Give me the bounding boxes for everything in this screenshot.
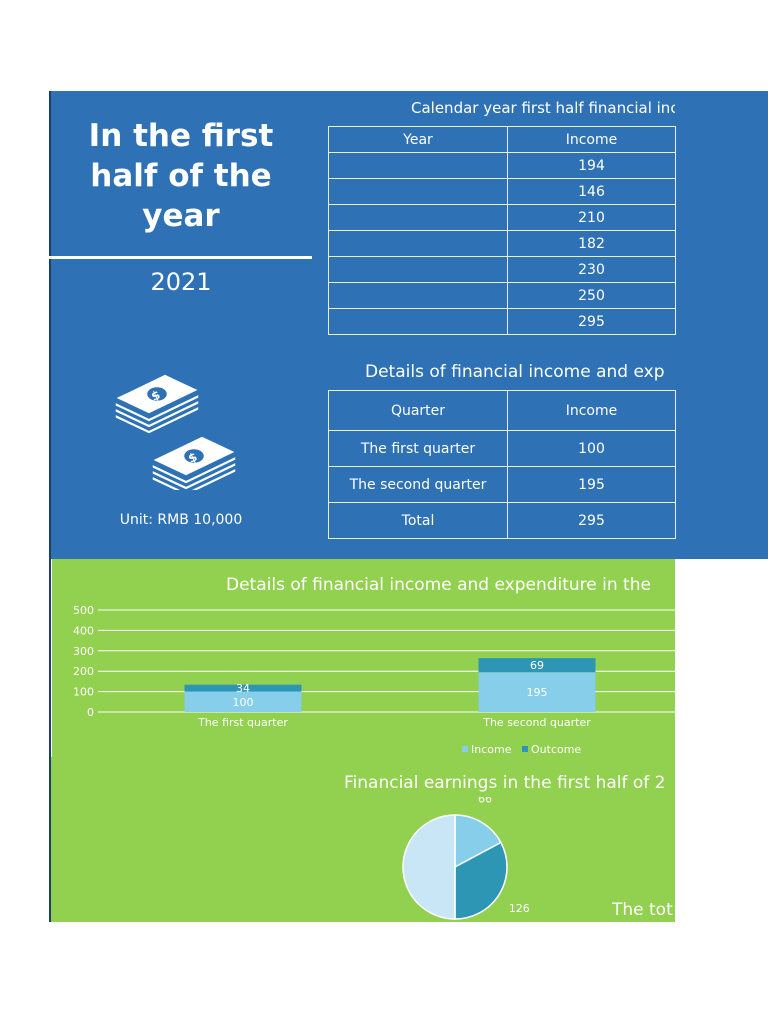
income-cell: 295 — [507, 308, 676, 335]
table2-header-quarter: Quarter — [328, 390, 508, 431]
x-tick-label: The first quarter — [197, 716, 288, 729]
year-cell — [328, 282, 508, 309]
year-cell — [328, 178, 508, 205]
year-cell — [328, 152, 508, 179]
bar-income — [184, 691, 302, 712]
bar-outcome — [184, 684, 302, 692]
table1-title: Calendar year first half financial inc — [411, 99, 675, 117]
income-cell: 146 — [507, 178, 676, 205]
table-row: The second quarter 195 — [328, 466, 676, 503]
table1-header-year: Year — [328, 126, 508, 153]
income-cell: 182 — [507, 230, 676, 257]
table1-header-income: Income — [507, 126, 676, 153]
legend-swatch — [522, 746, 528, 752]
table-row: 295 — [328, 308, 676, 335]
pie-label: 126 — [509, 902, 530, 915]
table-row: 194 — [328, 152, 676, 179]
legend-label: Income — [471, 743, 512, 756]
data-label: 69 — [530, 659, 544, 672]
title-divider — [49, 256, 312, 259]
table-row: 210 — [328, 204, 676, 231]
income-cell: 250 — [507, 282, 676, 309]
y-tick-label: 200 — [73, 665, 94, 678]
table-row: 250 — [328, 282, 676, 309]
report-title: In the first half of the year — [88, 118, 274, 234]
year-cell — [328, 256, 508, 283]
bar-chart-panel — [52, 559, 675, 757]
pie-chart-panel — [49, 757, 675, 922]
year-cell — [328, 204, 508, 231]
quarter-cell: Total — [328, 502, 508, 539]
table2-header-income: Income — [507, 390, 676, 431]
report-year: 2021 — [150, 268, 212, 296]
income-by-year-table: Year Income 194 146 210 182 230 250 295 — [328, 126, 676, 335]
pie-slice-remaining — [402, 814, 456, 920]
income-cell: 194 — [507, 152, 676, 179]
income-cell: 295 — [507, 502, 676, 539]
data-label: 195 — [527, 686, 548, 699]
pie-chart: 66 126 — [402, 797, 530, 920]
legend-swatch — [462, 746, 468, 752]
year-cell — [328, 308, 508, 335]
pie-slice — [454, 841, 508, 920]
pie-chart-title: Financial earnings in the first half of … — [344, 773, 666, 793]
pie-total-note: The tot — [612, 900, 673, 920]
income-cell: 210 — [507, 204, 676, 231]
year-cell — [328, 230, 508, 257]
y-tick-label: 100 — [73, 686, 94, 699]
income-cell: 100 — [507, 430, 676, 467]
unit-label: Unit: RMB 10,000 — [119, 512, 243, 528]
left-border — [49, 91, 51, 922]
pie-label: 66 — [478, 797, 492, 806]
table-row: The first quarter 100 — [328, 430, 676, 467]
money-stack-icon: $ $ — [113, 373, 238, 490]
y-tick-label: 300 — [73, 645, 94, 658]
summary-panel-extension — [675, 91, 768, 559]
table-row: 146 — [328, 178, 676, 205]
legend-label: Outcome — [531, 743, 581, 756]
table-row: 230 — [328, 256, 676, 283]
bar-outcome — [478, 658, 596, 673]
income-cell: 195 — [507, 466, 676, 503]
bar-chart-title: Details of financial income and expendit… — [226, 575, 651, 595]
pie-slice — [454, 814, 502, 869]
y-tick-label: 0 — [87, 706, 94, 719]
table-row: Total 295 — [328, 502, 676, 539]
data-label: 100 — [233, 696, 254, 709]
income-cell: 230 — [507, 256, 676, 283]
table2-title: Details of financial income and exp — [365, 362, 665, 382]
table-row: 182 — [328, 230, 676, 257]
data-label: 34 — [236, 682, 250, 695]
y-tick-label: 500 — [73, 604, 94, 617]
quarter-income-table: Quarter Income The first quarter 100 The … — [328, 390, 676, 539]
quarter-cell: The first quarter — [328, 430, 508, 467]
y-tick-label: 400 — [73, 624, 94, 637]
bar-income — [478, 672, 596, 712]
quarter-cell: The second quarter — [328, 466, 508, 503]
x-tick-label: The second quarter — [482, 716, 591, 729]
